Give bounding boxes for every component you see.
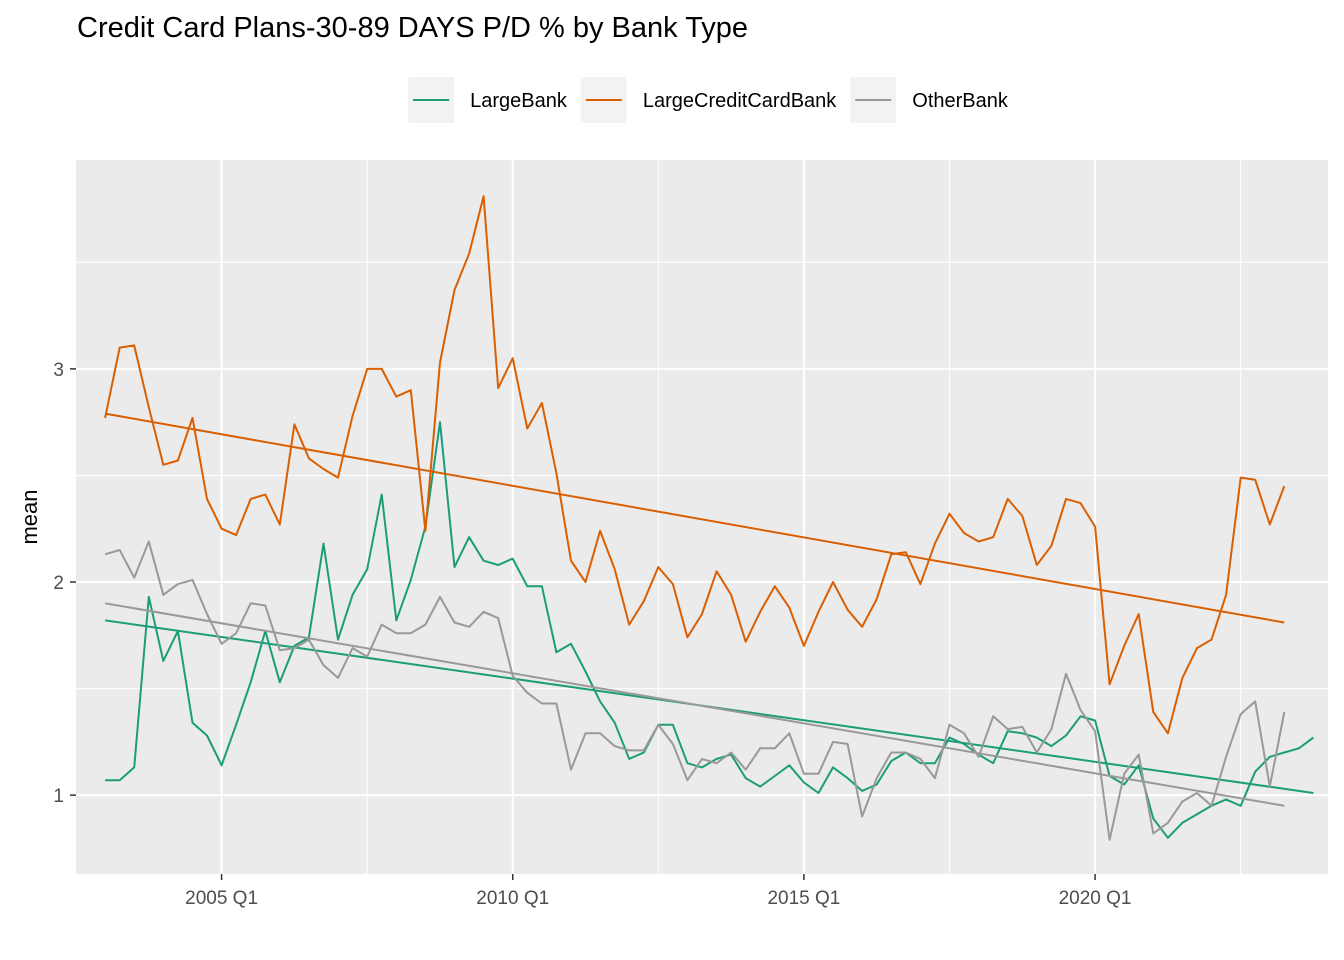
legend-label-LargeCreditCardBank: LargeCreditCardBank [643, 90, 837, 112]
legend-label-OtherBank: OtherBank [912, 90, 1009, 112]
y-tick-label: 3 [53, 360, 64, 381]
series-line-LargeCreditCardBank [104, 195, 1286, 735]
y-tick-label: 1 [53, 786, 64, 807]
series-layer [104, 195, 1314, 841]
x-tick-label: 2020 Q1 [1059, 888, 1132, 909]
axes-layer: 2005 Q1 2010 Q1 2015 Q1 2020 Q1 1 2 3 [53, 360, 1131, 909]
x-tick-label: 2015 Q1 [767, 888, 840, 909]
y-axis-title: mean [17, 489, 42, 544]
series-line-OtherBank [104, 540, 1286, 841]
major-gridlines [76, 160, 1328, 874]
minor-gridlines [76, 160, 1328, 874]
chart-title: Credit Card Plans-30-89 DAYS P/D % by Ba… [77, 12, 749, 44]
x-tick-label: 2010 Q1 [476, 888, 549, 909]
plot-panel [76, 160, 1328, 874]
x-tick-label: 2005 Q1 [185, 888, 258, 909]
trend-line-LargeCreditCardBank [104, 412, 1285, 624]
y-tick-label: 2 [53, 573, 64, 594]
legend-label-LargeBank: LargeBank [470, 90, 568, 112]
trend-line-OtherBank [104, 602, 1285, 807]
legend: LargeBank LargeCreditCardBank OtherBank [408, 77, 1009, 123]
